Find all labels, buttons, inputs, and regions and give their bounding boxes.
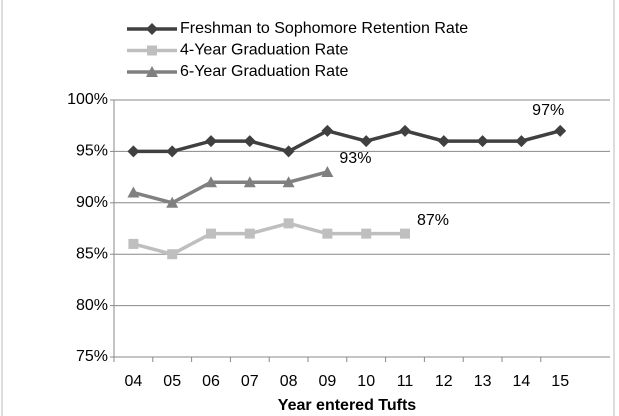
data-point (322, 228, 333, 239)
y-tick-label: 80% (76, 297, 108, 314)
data-label: 93% (339, 150, 371, 167)
data-point (206, 228, 216, 239)
data-point (243, 135, 256, 148)
series-line (132, 221, 405, 257)
data-point (437, 135, 450, 148)
data-point (360, 135, 373, 148)
x-tick-label: 14 (513, 373, 531, 390)
y-tick-label: 100% (67, 91, 108, 108)
data-point (282, 176, 295, 188)
x-axis-label: Year entered Tufts (278, 397, 417, 414)
y-tick-label: 75% (76, 348, 108, 365)
x-tick-label: 11 (397, 373, 414, 390)
x-tick-label: 06 (202, 373, 220, 390)
data-point (554, 124, 567, 137)
legend-label: 6-Year Graduation Rate (180, 63, 349, 80)
data-point (361, 228, 372, 239)
data-point (282, 145, 295, 158)
y-tick-label: 90% (76, 194, 108, 211)
y-tick-label: 95% (76, 143, 108, 160)
data-point (321, 124, 334, 137)
data-label: 97% (532, 102, 564, 119)
x-tick-label: 15 (551, 373, 569, 390)
data-point (166, 145, 179, 158)
data-point (205, 176, 217, 188)
data-point (167, 249, 178, 260)
series-line (132, 170, 328, 205)
x-tick-label: 13 (474, 373, 492, 390)
legend-marker (146, 66, 158, 77)
x-tick-label: 07 (241, 373, 259, 390)
x-tick-label: 10 (357, 373, 375, 390)
y-tick-label: 85% (76, 245, 108, 262)
x-tick-label: 12 (435, 373, 453, 390)
series-line (133, 128, 561, 154)
legend-marker (146, 23, 158, 35)
data-point (127, 186, 140, 198)
data-point (476, 135, 489, 148)
data-point (243, 176, 256, 188)
data-label: 87% (417, 212, 449, 229)
legend-marker (147, 45, 157, 56)
legend-label: Freshman to Sophomore Retention Rate (180, 20, 468, 37)
data-point (515, 135, 528, 148)
data-point (205, 135, 217, 148)
data-point (127, 145, 140, 158)
x-tick-label: 08 (280, 373, 298, 390)
data-point (321, 165, 334, 177)
data-point (128, 238, 139, 249)
x-tick-label: 05 (163, 373, 181, 390)
x-tick-label: 09 (319, 373, 337, 390)
data-point (283, 218, 294, 229)
data-point (400, 228, 410, 239)
x-tick-label: 04 (125, 373, 143, 390)
data-point (244, 228, 255, 239)
data-point (166, 196, 179, 208)
data-point (399, 124, 411, 137)
legend-label: 4-Year Graduation Rate (180, 42, 349, 59)
